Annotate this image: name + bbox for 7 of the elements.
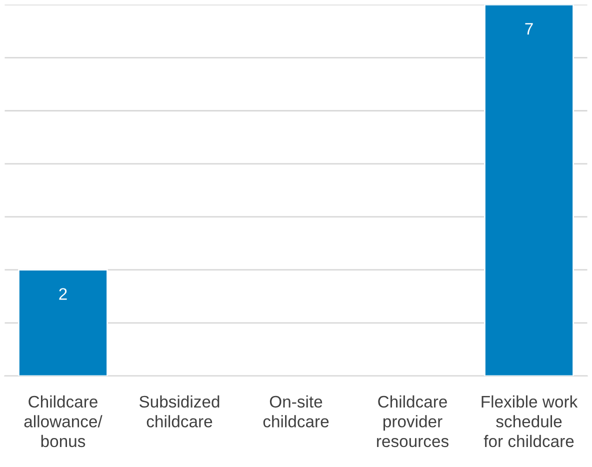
x-tick-label: Childcare allowance/ bonus [24, 395, 102, 448]
x-tick-label: On-site childcare [263, 395, 329, 428]
x-tick-label: Flexible work schedule for childcare [482, 395, 578, 448]
x-tick-label: Childcare provider resources [377, 395, 448, 448]
data-label: 2 [59, 288, 67, 300]
data-label: 7 [525, 23, 533, 35]
x-tick-label: Subsidized childcare [139, 395, 220, 428]
